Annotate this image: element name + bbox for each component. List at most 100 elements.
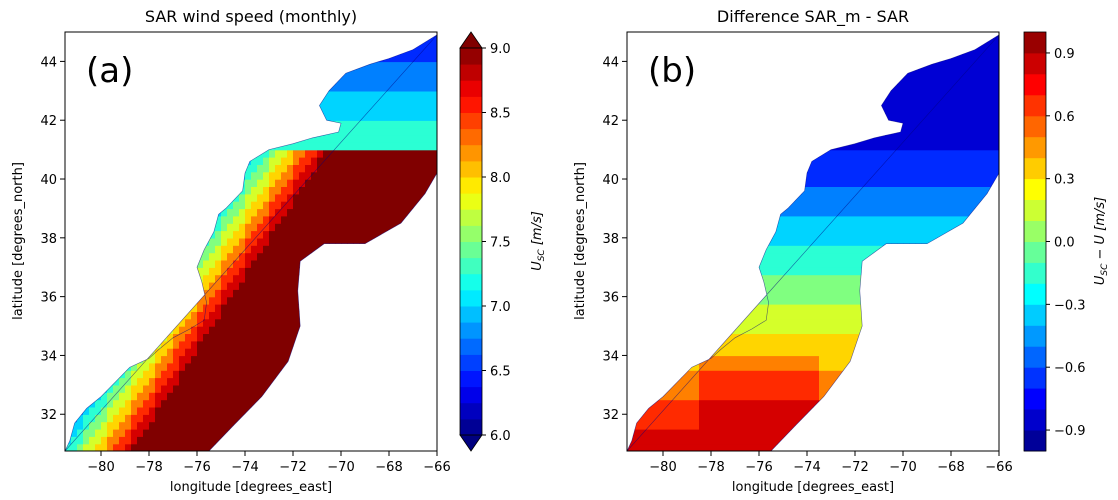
x-tick-label: −78	[697, 460, 724, 475]
x-tick-label: −78	[135, 460, 162, 475]
colorbar-band	[1024, 388, 1046, 410]
x-tick-label: −74	[793, 460, 820, 475]
colorbar-band	[460, 289, 482, 307]
y-tick-label: 34	[602, 349, 619, 364]
panel-b-label: (b)	[648, 51, 696, 91]
colorbar-tick-label: −0.6	[1054, 361, 1086, 376]
colorbar-band	[1024, 409, 1046, 431]
colorbar-band	[460, 112, 482, 130]
colorbar-band	[1024, 241, 1046, 263]
panel-a-title: SAR wind speed (monthly)	[145, 7, 357, 26]
colorbar-band	[1024, 199, 1046, 221]
panel-b-colorbar-label: USC − U [m/s]	[1093, 197, 1110, 285]
colorbar-band	[460, 209, 482, 226]
x-tick-label: −74	[231, 460, 258, 475]
panel-a-label: (a)	[86, 51, 133, 91]
y-tick-label: 36	[40, 291, 57, 306]
colorbar-band	[460, 144, 482, 162]
colorbar-band	[1024, 52, 1046, 75]
colorbar-band	[460, 257, 482, 275]
y-tick-label: 38	[40, 232, 57, 247]
colorbar-band	[460, 354, 482, 371]
y-tick-label: 42	[40, 114, 57, 129]
y-tick-label: 44	[40, 55, 57, 70]
x-tick-label: −66	[423, 460, 450, 475]
colorbar-tick-label: 9.0	[490, 42, 511, 57]
panel-b-y-axis: 32 34 36 38 40 42 44	[602, 55, 627, 423]
panel-a-plot-frame	[64, 31, 438, 452]
x-tick-label: −76	[745, 460, 772, 475]
panel-a-ylabel: latitude [degrees_north]	[11, 162, 26, 320]
colorbar-band	[460, 241, 482, 259]
x-tick-label: −72	[841, 460, 868, 475]
panel-a: SAR wind speed (monthly) (a) −80 −78 −76 −7…	[11, 7, 547, 495]
colorbar-band	[460, 48, 482, 65]
colorbar-tick-label: 6.5	[490, 365, 511, 380]
colorbar-tick-label: 7.0	[490, 300, 511, 315]
colorbar-tick-label: 0.0	[1054, 236, 1075, 251]
panel-a-y-axis: 32 34 36 38 40 42 44	[40, 55, 65, 423]
x-tick-label: −70	[889, 460, 916, 475]
colorbar-band	[1024, 157, 1046, 180]
x-tick-label: −68	[937, 460, 964, 475]
panel-b-cbar-label-sub: SC	[1100, 263, 1110, 276]
coastline	[627, 34, 999, 451]
colorbar-tick-label: 7.5	[490, 236, 511, 251]
x-tick-label: −70	[327, 460, 354, 475]
colorbar-band	[1024, 178, 1046, 200]
y-tick-label: 42	[602, 114, 619, 129]
colorbar-band	[460, 80, 482, 97]
x-tick-label: −72	[279, 460, 306, 475]
x-tick-label: −76	[183, 460, 210, 475]
colorbar-band	[1024, 346, 1046, 368]
x-tick-label: −68	[375, 460, 402, 475]
y-tick-label: 32	[40, 408, 57, 423]
colorbar-band	[460, 64, 482, 81]
colorbar-tick-label: 8.0	[490, 171, 511, 186]
panel-a-cbar-label-main: U	[530, 261, 545, 271]
colorbar-band	[1024, 220, 1046, 242]
colorbar-band	[460, 273, 482, 291]
panel-b-cbar-label-unit: − U [m/s]	[1093, 197, 1108, 264]
panel-b-cbar-label-main: U	[1093, 275, 1108, 285]
panel-b-title: Difference SAR_m - SAR	[717, 7, 909, 27]
panel-b-x-axis: −80 −78 −76 −74 −72 −70 −68 −66	[649, 451, 1013, 475]
colorbar-extend-max	[459, 31, 483, 49]
colorbar-tick-label: −0.3	[1054, 298, 1086, 313]
panel-b-colorbar: −0.9 −0.6 −0.3 0.0 0.3 0.6 0.9	[1023, 31, 1086, 452]
x-tick-label: −80	[87, 460, 114, 475]
colorbar-tick-label: 0.6	[1054, 110, 1075, 125]
colorbar-band	[460, 128, 482, 146]
panel-a-xlabel: longitude [degrees_east]	[170, 480, 332, 495]
colorbar-band	[460, 160, 482, 178]
colorbar-band	[460, 418, 482, 436]
colorbar-band	[1024, 283, 1046, 305]
colorbar-band	[460, 177, 482, 194]
panel-b-plot-frame	[626, 31, 1000, 452]
colorbar-band	[460, 386, 482, 404]
panel-a-cbar-label-sub: SC	[537, 249, 547, 262]
panel-a-cbar-label-unit: [m/s]	[530, 211, 545, 249]
colorbar-band	[1024, 325, 1046, 347]
y-tick-label: 44	[602, 55, 619, 70]
y-tick-label: 38	[602, 232, 619, 247]
colorbar-band	[1024, 115, 1046, 138]
colorbar-band	[1024, 262, 1046, 284]
colorbar-band	[460, 193, 482, 210]
colorbar-tick-label: −0.9	[1054, 424, 1086, 439]
panel-a-colorbar: 6.0 6.5 7.0 7.5 8.0 8.5 9.0	[459, 31, 511, 452]
colorbar-band	[460, 306, 482, 323]
colorbar-band	[1024, 94, 1046, 117]
y-tick-label: 32	[602, 408, 619, 423]
colorbar-band	[460, 96, 482, 113]
colorbar-band	[1024, 73, 1046, 96]
coastline	[65, 34, 437, 451]
x-tick-label: −66	[985, 460, 1012, 475]
colorbar-tick-label: 0.9	[1054, 47, 1075, 62]
colorbar-tick-label: 6.0	[490, 429, 511, 444]
panel-a-colorbar-label: USC [m/s]	[530, 211, 547, 271]
panel-b-map	[627, 34, 999, 451]
panel-b-xlabel: longitude [degrees_east]	[732, 480, 894, 495]
colorbar-band	[460, 225, 482, 242]
